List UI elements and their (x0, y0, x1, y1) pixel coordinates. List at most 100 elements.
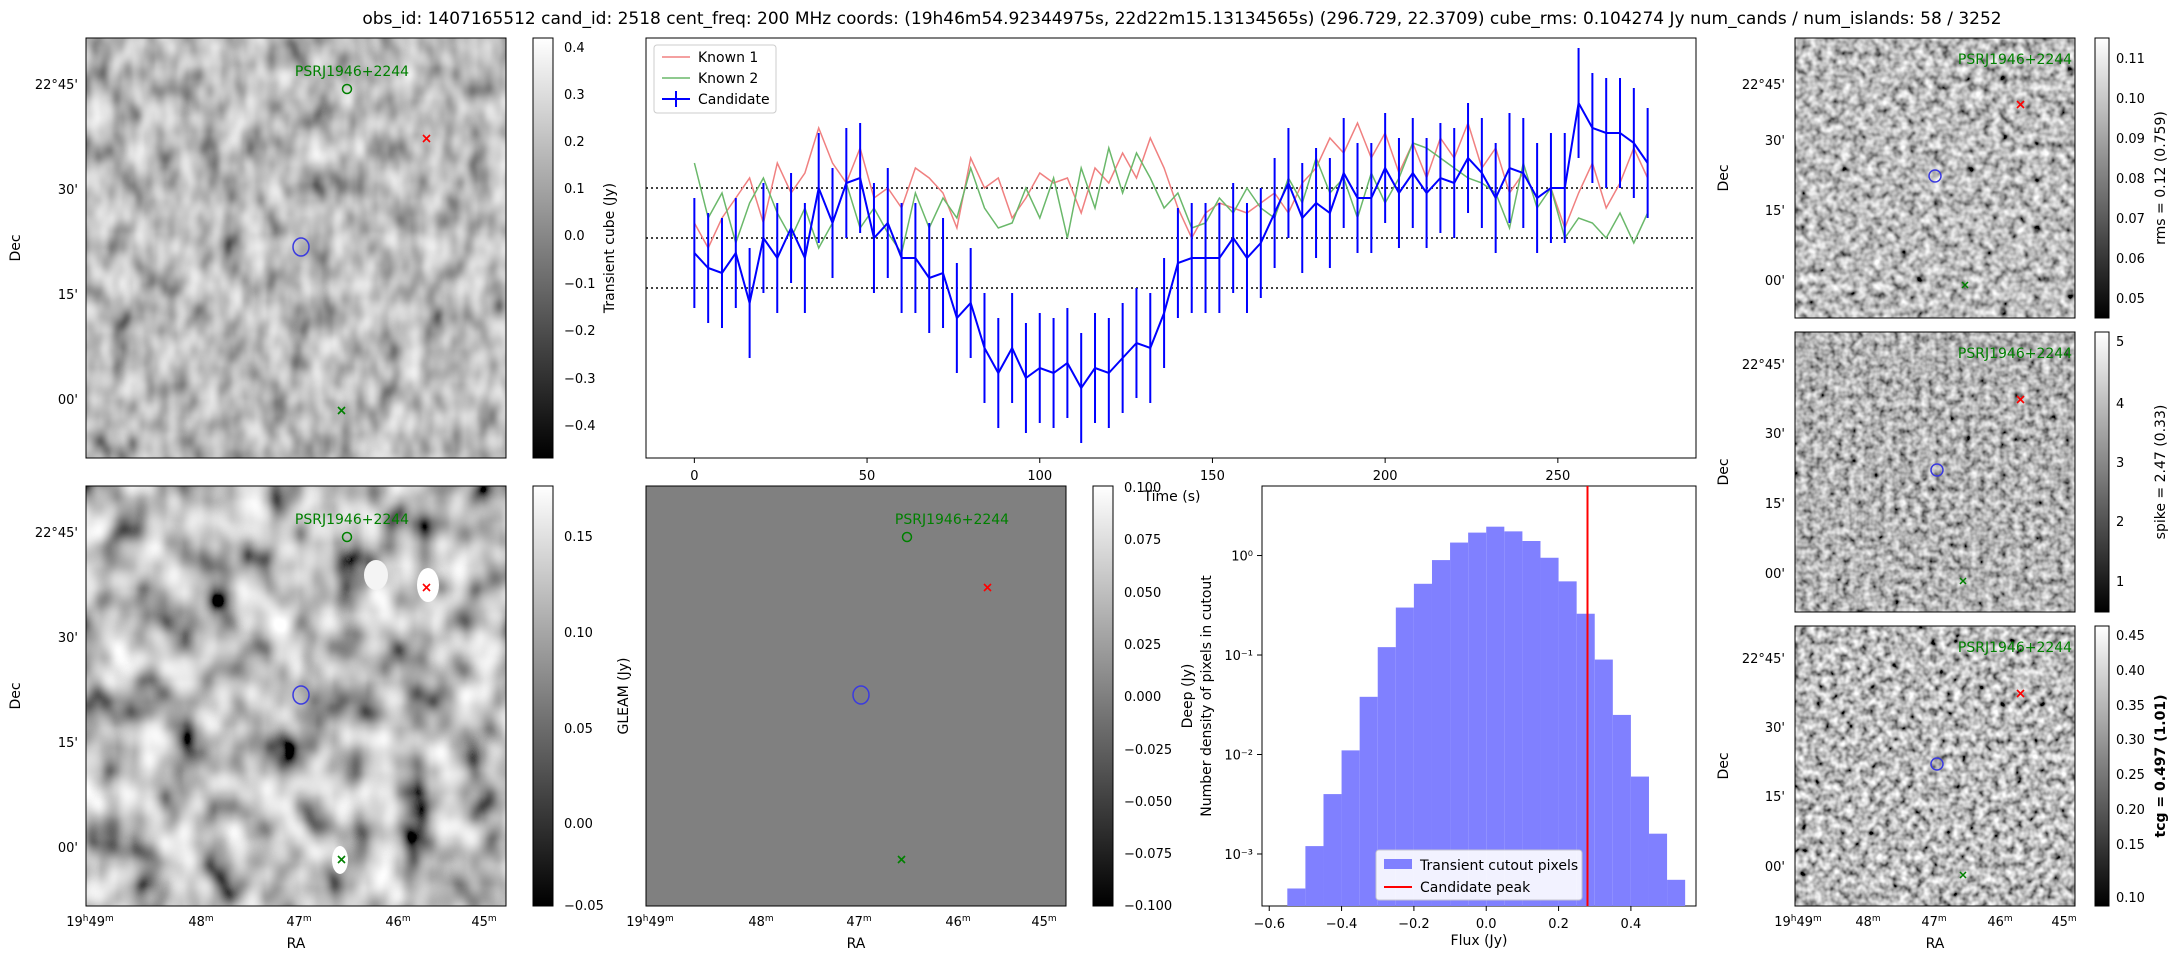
series-line-candidate (693, 99, 1649, 390)
hist-bar (1413, 583, 1432, 906)
gleam-image (645, 485, 1067, 907)
ra-tick-labels: 19h49m 48m 47m 46m 45m (66, 914, 496, 930)
histogram-chart: −0.6 −0.4 −0.2 0.0 0.2 0.4 10⁰ 10⁻¹ 10⁻² 10⁻³ Fl… (1199, 485, 1697, 949)
green-cross-icon (1961, 281, 1969, 289)
dec-tick: 15' (1765, 497, 1785, 512)
series-line-known-1 (693, 120, 1649, 250)
candidate-contour (852, 685, 870, 705)
legend-label: Known 1 (698, 50, 758, 66)
hist-bar (1630, 776, 1649, 906)
colorbar (2094, 37, 2110, 319)
dec-tick: 15' (58, 288, 78, 303)
dec-tick: 15' (58, 736, 78, 751)
colorbar-tick: −0.1 (564, 277, 596, 292)
dec-label: Dec (1716, 164, 1732, 191)
source-marker-icon (901, 531, 913, 543)
hist-bar (1667, 879, 1686, 906)
dec-tick: 00' (1765, 860, 1785, 875)
dec-tick: 30' (1765, 427, 1785, 442)
histogram-bars (1287, 526, 1686, 906)
ra-tick: 45m (2051, 914, 2076, 930)
dec-tick: 22°45' (1742, 358, 1785, 373)
y-tick-label: 10⁻² (1224, 749, 1253, 764)
colorbar-ticks: 0.11 0.10 0.09 0.08 0.07 0.06 0.05 (2116, 52, 2145, 307)
colorbar-tick: −0.3 (564, 372, 596, 387)
ra-tick: 46m (1987, 914, 2012, 930)
x-tick-label: 0.4 (1621, 917, 1642, 932)
dec-tick-labels: 22°45' 30' 15' 00' (1742, 358, 1785, 582)
bright-blob (364, 560, 388, 590)
dec-tick: 00' (58, 393, 78, 408)
colorbar-label: GLEAM (Jy) (616, 658, 632, 735)
dec-tick-labels: 22°45' 30' 15' 00' (1742, 78, 1785, 289)
colorbar-tick: 0.0 (564, 229, 585, 244)
deep-image-panel: PSRJ1946+2244 Dec 22°45' 30' 15' 00' 19h… (8, 485, 604, 952)
source-label: PSRJ1946+2244 (295, 64, 409, 80)
colorbar-tick: −0.025 (1124, 743, 1172, 758)
source-label: PSRJ1946+2244 (895, 512, 1009, 528)
colorbar-label: Deep (Jy) (1180, 664, 1196, 729)
dec-tick: 00' (1765, 274, 1785, 289)
hist-bar (1468, 532, 1487, 906)
colorbar-tick: 5 (2116, 335, 2124, 350)
colorbar-tick: 0.10 (564, 626, 593, 641)
colorbar-tick: 0.050 (1124, 586, 1161, 601)
colorbar-tick: 0.10 (2116, 92, 2145, 107)
colorbar-tick: 0.07 (2116, 212, 2145, 227)
green-cross-icon (1959, 871, 1967, 879)
red-cross-icon (983, 583, 992, 592)
red-cross-icon (422, 583, 431, 592)
colorbar-tick: 3 (2116, 456, 2124, 471)
colorbar-tick: −0.2 (564, 324, 596, 339)
colorbar-tick: 0.025 (1124, 638, 1161, 653)
colorbar-ticks: 0.4 0.3 0.2 0.1 0.0 −0.1 −0.2 −0.3 −0.4 (564, 41, 596, 434)
x-axis-ticks: −0.6 −0.4 −0.2 0.0 0.2 0.4 (1253, 906, 1641, 932)
dec-tick: 22°45' (35, 78, 78, 93)
colorbar-label: tcg = 0.497 (1.01) (2153, 695, 2169, 838)
colorbar-tick: 0.05 (564, 722, 593, 737)
gleam-image-panel: PSRJ1946+2244 GLEAM (Jy) 19h49m 48m 47m … (616, 481, 1196, 952)
x-axis-label: Flux (Jy) (1451, 933, 1508, 949)
hist-bar (1323, 794, 1342, 906)
x-tick-label: 250 (1545, 469, 1570, 484)
dec-tick: 22°45' (1742, 652, 1785, 667)
colorbar-tick: 0.45 (2116, 629, 2145, 644)
rms-image (1795, 38, 2075, 318)
x-tick-label: −0.4 (1326, 917, 1358, 932)
green-cross-icon (337, 406, 346, 415)
ra-label: RA (847, 936, 866, 952)
colorbar-ticks: 0.45 0.40 0.35 0.30 0.25 0.20 0.15 0.10 (2116, 629, 2145, 906)
colorbar-tick: 0.11 (2116, 52, 2145, 67)
colorbar-tick: 0.15 (2116, 838, 2145, 853)
colorbar-label: spike = 2.47 (0.33) (2153, 405, 2169, 540)
ra-tick: 45m (1031, 914, 1056, 930)
colorbar-tick: −0.075 (1124, 847, 1172, 862)
source-label: PSRJ1946+2244 (1958, 52, 2072, 68)
ra-tick: 47m (846, 914, 871, 930)
plot-area (645, 37, 1697, 459)
hist-bar (1486, 526, 1505, 906)
candidate-contour (1930, 463, 1944, 477)
figure-title: obs_id: 1407165512 cand_id: 2518 cent_fr… (362, 9, 2001, 29)
hist-bar (1648, 833, 1668, 906)
dec-tick: 22°45' (1742, 78, 1785, 93)
dec-tick-labels: 22°45' 30' 15' 00' (1742, 652, 1785, 875)
red-cross-icon (422, 134, 431, 143)
series-lines (693, 48, 1649, 443)
colorbar (532, 37, 554, 459)
hist-bar (1287, 888, 1306, 906)
y-axis-label: Number density of pixels in cutout (1199, 575, 1215, 817)
ra-tick-labels: 19h49m 48m 47m 46m 45m (1774, 914, 2076, 930)
series-line-known-2 (693, 142, 1649, 255)
x-tick-label: 150 (1200, 469, 1225, 484)
hist-bar (1558, 581, 1577, 906)
ra-tick: 46m (945, 914, 970, 930)
dec-tick-labels: 22°45' 30' 15' 00' (35, 526, 78, 856)
source-label: PSRJ1946+2244 (295, 512, 409, 528)
dec-tick: 22°45' (35, 526, 78, 541)
hist-bar (1504, 531, 1523, 906)
hist-bar (1395, 607, 1414, 906)
colorbar (532, 485, 554, 907)
x-tick-label: 50 (859, 469, 876, 484)
